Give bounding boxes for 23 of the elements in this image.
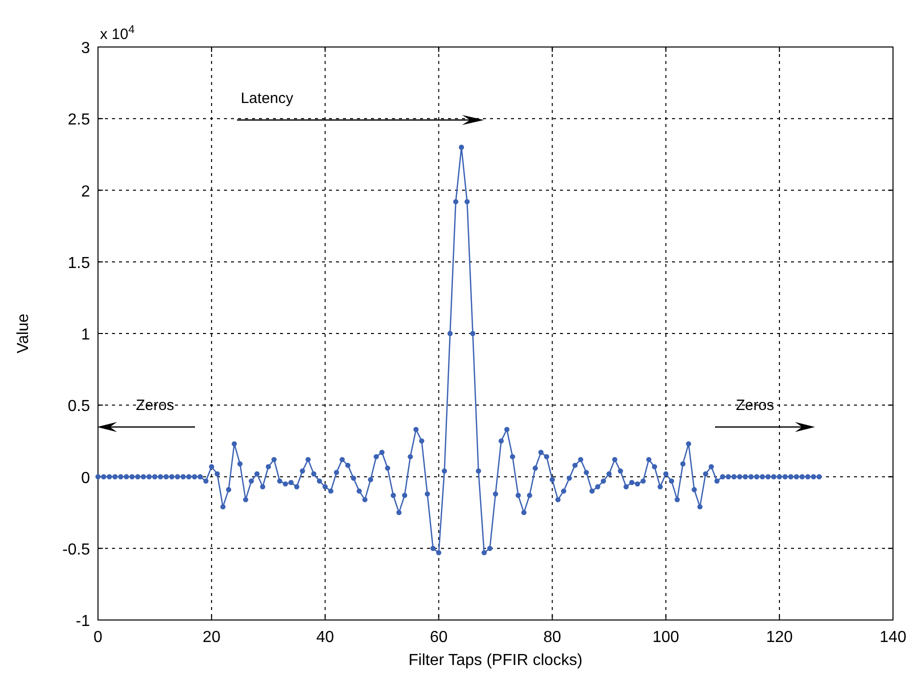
annotation: Latency xyxy=(240,90,294,107)
y-tick-label: 1.5 xyxy=(68,254,90,272)
text: x 10$^{4}$ xyxy=(100,24,135,43)
y-tick-label: -0.5 xyxy=(62,541,90,558)
x-tick-label: 80 xyxy=(543,629,562,646)
y-tick-label: 0.5 xyxy=(68,398,90,416)
y-tick-label: 1 xyxy=(81,326,90,344)
y-tick-label: 3 xyxy=(81,40,90,57)
x-tick-label: 140 xyxy=(880,629,906,646)
x-axis-title: Filter Taps (PFIR clocks) xyxy=(408,652,582,669)
annotation: Zeros xyxy=(136,397,174,414)
x-tick-label: 100 xyxy=(652,629,680,646)
y-tick-label: 2 xyxy=(81,183,90,200)
x-tick-label: 60 xyxy=(430,629,448,646)
x-tick-label: 40 xyxy=(316,629,334,646)
annotation: Zeros xyxy=(736,397,774,414)
y-axis-title: Value xyxy=(15,314,32,354)
y-tick-label: 2.5 xyxy=(68,112,90,129)
y-tick-label: -1 xyxy=(76,613,90,630)
x-tick-label: 0 xyxy=(94,629,103,646)
y-tick-label: 0 xyxy=(81,470,90,487)
x-tick-label: 120 xyxy=(766,629,793,646)
x-tick-label: 20 xyxy=(202,629,221,646)
